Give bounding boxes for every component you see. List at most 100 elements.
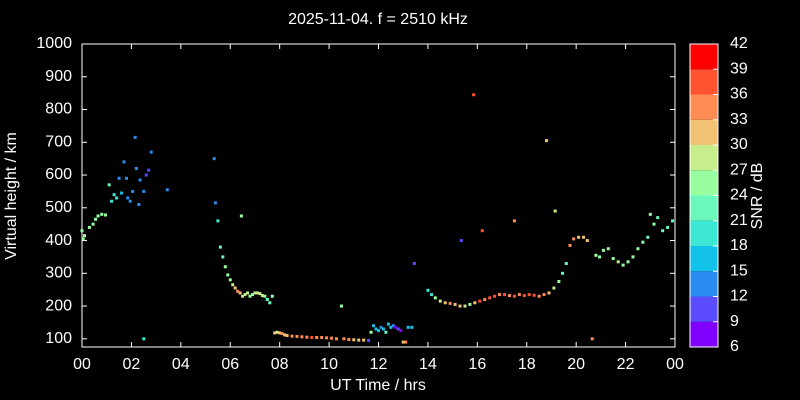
colorbar-bin bbox=[690, 69, 718, 95]
y-tick-label: 1000 bbox=[36, 35, 72, 52]
x-tick-label: 12 bbox=[370, 356, 388, 373]
colorbar-tick-label: 33 bbox=[730, 111, 748, 128]
data-point bbox=[165, 188, 169, 192]
data-point bbox=[115, 196, 119, 200]
colorbar-tick-label: 12 bbox=[730, 288, 748, 305]
data-point bbox=[94, 217, 98, 221]
data-point bbox=[228, 278, 232, 282]
x-tick-label: 04 bbox=[172, 356, 190, 373]
data-point bbox=[472, 93, 476, 97]
data-point bbox=[362, 338, 366, 342]
data-point bbox=[561, 271, 565, 275]
data-point bbox=[149, 150, 153, 154]
y-tick-label: 300 bbox=[45, 265, 72, 282]
data-point bbox=[661, 229, 665, 233]
chart-title: 2025-11-04. f = 2510 kHz bbox=[288, 11, 468, 28]
data-point bbox=[626, 260, 630, 264]
colorbar-tick-label: 18 bbox=[730, 237, 748, 254]
data-point bbox=[212, 157, 216, 161]
data-point bbox=[334, 337, 338, 341]
data-point bbox=[426, 288, 430, 292]
data-point bbox=[238, 291, 242, 295]
data-point bbox=[459, 239, 463, 243]
data-point bbox=[611, 257, 615, 261]
data-point bbox=[310, 336, 314, 340]
data-point bbox=[241, 294, 245, 298]
data-point bbox=[517, 293, 521, 297]
data-point bbox=[82, 234, 86, 238]
x-tick-label: 22 bbox=[617, 356, 635, 373]
data-point bbox=[103, 213, 107, 217]
data-point bbox=[223, 265, 227, 269]
data-point bbox=[330, 336, 334, 340]
colorbar-tick-label: 15 bbox=[730, 262, 748, 279]
data-point bbox=[280, 332, 284, 336]
colorbar-label: SNR / dB bbox=[749, 163, 766, 230]
y-tick-label: 100 bbox=[45, 330, 72, 347]
data-point bbox=[367, 338, 371, 342]
colorbar-bin bbox=[690, 271, 718, 297]
data-point bbox=[255, 291, 259, 295]
data-point bbox=[572, 237, 576, 241]
data-point bbox=[134, 166, 138, 170]
y-tick-label: 200 bbox=[45, 297, 72, 314]
data-point bbox=[636, 247, 640, 251]
data-point bbox=[258, 292, 262, 296]
data-point bbox=[124, 176, 128, 180]
data-point bbox=[410, 325, 414, 329]
data-point bbox=[537, 294, 541, 298]
data-point bbox=[507, 294, 511, 298]
data-point bbox=[231, 283, 235, 287]
colorbar-tick-label: 42 bbox=[730, 35, 748, 52]
y-tick-label: 600 bbox=[45, 166, 72, 183]
data-point bbox=[128, 199, 132, 203]
data-point bbox=[273, 331, 277, 335]
x-tick-label: 06 bbox=[221, 356, 239, 373]
data-point bbox=[498, 293, 502, 297]
data-point bbox=[458, 304, 462, 308]
data-point bbox=[96, 214, 100, 218]
data-point bbox=[399, 329, 403, 333]
x-tick-label: 02 bbox=[123, 356, 141, 373]
data-point bbox=[616, 260, 620, 264]
data-point bbox=[527, 293, 531, 297]
data-point bbox=[142, 337, 146, 341]
data-point bbox=[305, 335, 309, 339]
colorbar-bin bbox=[690, 195, 718, 221]
data-point bbox=[585, 239, 589, 243]
data-point bbox=[468, 302, 472, 306]
data-point bbox=[590, 337, 594, 341]
x-tick-label: 18 bbox=[518, 356, 536, 373]
data-point bbox=[512, 219, 516, 223]
data-point bbox=[621, 263, 625, 267]
data-point bbox=[216, 219, 220, 223]
colorbar-bin bbox=[690, 296, 718, 322]
x-tick-label: 14 bbox=[419, 356, 437, 373]
data-point bbox=[260, 294, 264, 298]
data-point bbox=[522, 294, 526, 298]
data-point bbox=[478, 299, 482, 303]
data-point bbox=[142, 189, 146, 193]
data-point bbox=[443, 301, 447, 305]
data-point bbox=[473, 301, 477, 305]
y-tick-label: 900 bbox=[45, 68, 72, 85]
data-point bbox=[300, 335, 304, 339]
colorbar-bin bbox=[690, 94, 718, 120]
data-point bbox=[656, 216, 660, 220]
x-tick-label: 20 bbox=[567, 356, 585, 373]
data-point bbox=[221, 255, 225, 259]
data-point bbox=[493, 294, 497, 298]
data-point bbox=[126, 196, 130, 200]
data-point bbox=[325, 336, 329, 340]
data-point bbox=[545, 139, 549, 143]
data-point bbox=[438, 299, 442, 303]
data-point bbox=[236, 289, 240, 293]
data-point bbox=[412, 261, 416, 265]
x-tick-label: 08 bbox=[271, 356, 289, 373]
data-point bbox=[342, 337, 346, 341]
data-point bbox=[250, 293, 254, 297]
data-point bbox=[239, 214, 243, 218]
data-point bbox=[233, 286, 237, 290]
